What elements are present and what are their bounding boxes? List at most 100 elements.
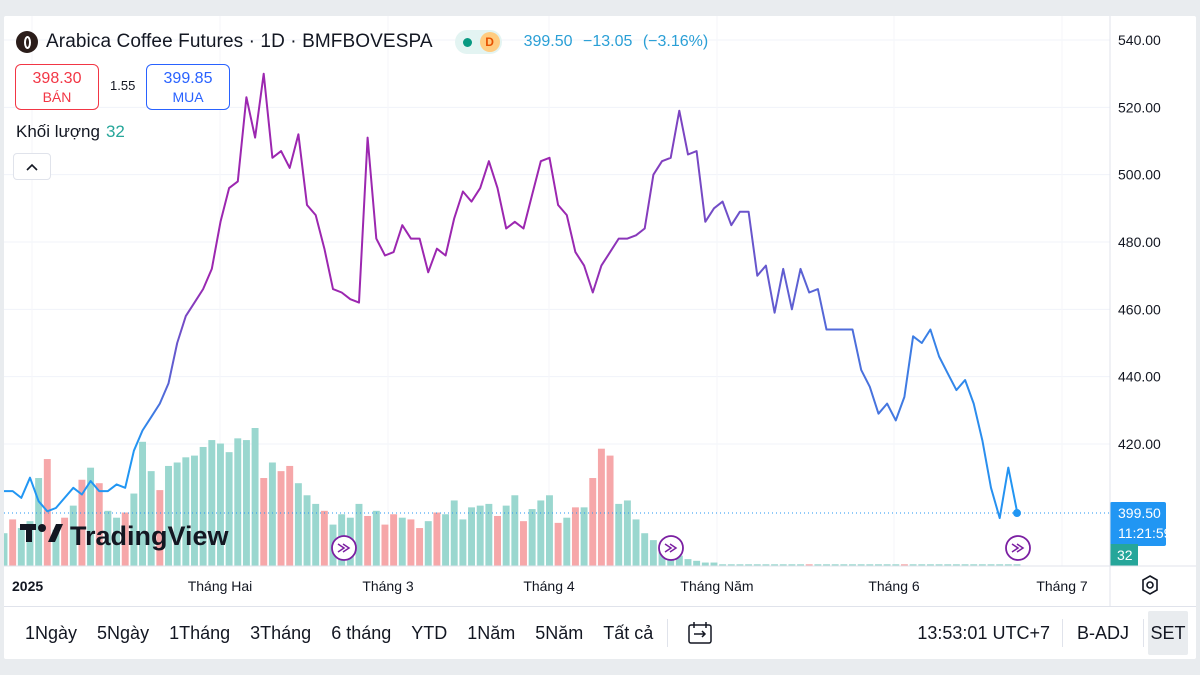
volume-bar: [814, 564, 822, 566]
volume-bar: [372, 510, 380, 566]
timeframe-1d[interactable]: 1Ngày: [25, 622, 78, 643]
market-status-pill[interactable]: D: [454, 30, 502, 54]
volume-bar: [268, 462, 276, 566]
volume-bar: [944, 564, 952, 566]
last-price-tag-time: 11:21:59: [1118, 525, 1172, 541]
x-tick-label: Tháng Hai: [188, 578, 253, 594]
volume-bar: [520, 521, 527, 566]
volume-bar: [719, 564, 727, 566]
event-marker-icon: [1005, 535, 1031, 561]
volume-bar: [745, 564, 753, 566]
volume-bar: [173, 462, 181, 566]
volume-bar: [900, 564, 908, 566]
volume-bar: [450, 500, 458, 566]
timeframe-5y[interactable]: 5Năm: [535, 622, 584, 643]
volume-bar: [87, 467, 95, 566]
volume-bar: [459, 519, 467, 566]
volume-value: 32: [105, 122, 125, 141]
b-adj-button[interactable]: B-ADJ: [1076, 622, 1129, 643]
volume-bar: [407, 519, 415, 566]
timeframe-all[interactable]: Tất cả: [603, 622, 654, 643]
last-price-tag: [1110, 502, 1166, 547]
clock-timezone[interactable]: 13:53:01 UTC+7: [917, 622, 1050, 643]
x-tick-label: Tháng Năm: [680, 578, 753, 594]
settings-gear-icon[interactable]: [1139, 574, 1161, 596]
volume-bar: [831, 564, 839, 566]
symbol-header: Arabica Coffee Futures · 1D · BMFBOVESPA…: [16, 30, 714, 54]
event-marker-icon: [658, 535, 684, 561]
volume-bar: [753, 564, 761, 566]
go-to-date-calendar-icon[interactable]: [686, 621, 714, 645]
volume-bar: [597, 448, 605, 566]
volume-bar: [779, 564, 787, 566]
volume-bar: [35, 478, 43, 566]
volume-bar: [563, 517, 571, 566]
volume-bar: [26, 521, 34, 566]
volume-bar: [926, 564, 934, 566]
volume-bar: [675, 555, 683, 566]
volume-bar: [866, 564, 874, 566]
volume-bar: [294, 483, 302, 566]
timeframe-3m[interactable]: 3Tháng: [250, 622, 312, 643]
toolbar-divider: [1061, 619, 1063, 647]
volume-bar: [727, 564, 735, 566]
timeframe-5d[interactable]: 5Ngày: [97, 622, 150, 643]
tradingview-mark-icon: [20, 522, 64, 551]
timeframe-1m[interactable]: 1Tháng: [169, 622, 231, 643]
volume-bar: [364, 515, 372, 566]
volume-bar: [9, 519, 17, 566]
volume-bar: [182, 457, 190, 566]
x-tick-label: Tháng 4: [523, 578, 575, 594]
timeframe-ytd[interactable]: YTD: [411, 622, 448, 643]
price-line: [4, 72, 1018, 520]
volume-bar: [104, 510, 112, 566]
volume-bar: [623, 500, 631, 566]
volume-bar: [502, 505, 510, 566]
volume-bar: [485, 503, 493, 566]
volume-bar: [909, 564, 917, 566]
y-tick-label: 500.00: [1118, 167, 1161, 183]
buy-label: MUA: [172, 89, 204, 105]
y-tick-label: 540.00: [1118, 32, 1161, 48]
volume-bar: [312, 503, 320, 566]
event-marker-icon: [331, 535, 357, 561]
volume-bar: [684, 559, 692, 566]
volume-bar: [823, 564, 830, 566]
chevron-up-icon: [26, 163, 38, 171]
volume-bar: [970, 564, 978, 566]
sell-button[interactable]: 398.30 BÁN: [15, 64, 99, 110]
volume-bar: [199, 446, 207, 566]
coffee-bean-icon: [16, 31, 38, 53]
volume-bar: [260, 478, 268, 566]
volume-bar: [545, 495, 553, 566]
volume-bar: [840, 564, 848, 566]
volume-bar: [996, 564, 1004, 566]
price-change: −13.05: [583, 33, 633, 50]
delayed-badge: D: [479, 32, 500, 52]
symbol-title[interactable]: Arabica Coffee Futures · 1D · BMFBOVESPA: [46, 31, 433, 52]
volume-bar: [736, 564, 744, 566]
buy-button[interactable]: 399.85 MUA: [146, 64, 230, 110]
volume-bar: [554, 522, 562, 566]
volume-bar: [52, 529, 60, 566]
volume-legend[interactable]: Khối lượng 32: [16, 122, 125, 142]
volume-bar: [580, 507, 588, 566]
volume-bar: [771, 564, 779, 566]
price-chart[interactable]: 540.00 520.00 500.00 480.00 460.00 440.00 420.…: [4, 16, 1196, 606]
timeframe-1y[interactable]: 1Năm: [467, 622, 516, 643]
volume-bar: [251, 428, 259, 566]
volume-bar: [978, 564, 986, 566]
session-set-button[interactable]: SET: [1148, 611, 1188, 655]
tradingview-logo[interactable]: TradingView: [20, 521, 229, 552]
chart-panel[interactable]: 540.00 520.00 500.00 480.00 460.00 440.00 420.…: [4, 16, 1196, 659]
volume-bar: [693, 560, 701, 566]
volume-bar: [511, 495, 519, 566]
volume-bar: [961, 564, 969, 566]
volume-bar: [571, 507, 579, 566]
volume-bar: [606, 455, 614, 566]
collapse-legend-button[interactable]: [13, 153, 51, 180]
volume-bar: [130, 493, 138, 566]
volume-bar: [424, 521, 432, 566]
volume-bar: [433, 512, 441, 566]
timeframe-6m[interactable]: 6 tháng: [331, 622, 392, 643]
